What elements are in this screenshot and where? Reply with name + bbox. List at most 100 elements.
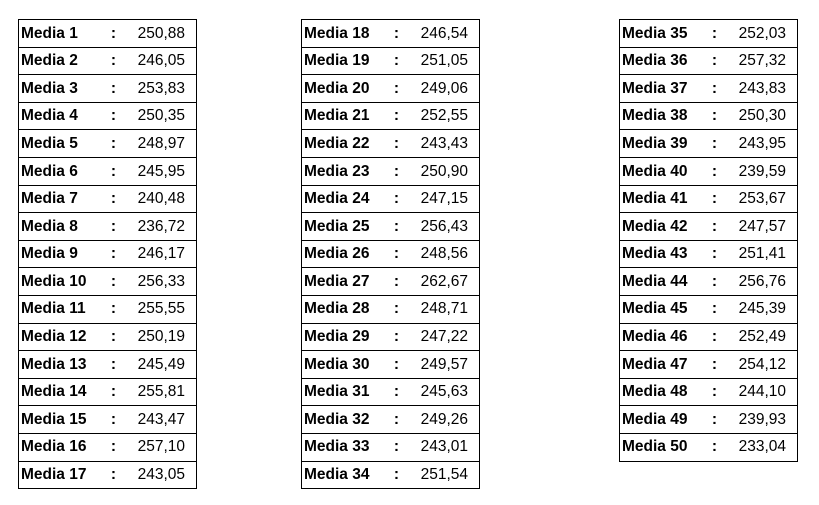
media-label: Media 4	[18, 101, 102, 131]
media-value: 245,39	[726, 294, 798, 324]
colon-separator: :	[384, 350, 409, 379]
colon-separator: :	[101, 405, 126, 434]
media-label: Media 47	[619, 350, 703, 379]
media-label: Media 33	[301, 432, 385, 462]
media-label: Media 9	[18, 239, 102, 269]
media-label: Media 39	[619, 129, 703, 158]
media-label: Media 17	[18, 460, 102, 490]
media-label: Media 27	[301, 267, 385, 296]
colon-separator: :	[384, 212, 409, 241]
media-value: 247,57	[726, 212, 798, 241]
media-label: Media 36	[619, 46, 703, 76]
media-value: 239,59	[726, 156, 798, 186]
colon-separator: :	[101, 460, 126, 490]
colon-separator: :	[702, 101, 727, 131]
media-value: 248,71	[408, 294, 480, 324]
colon-separator: :	[702, 322, 727, 352]
table-row: Media 49:239,93	[619, 405, 798, 434]
table-row: Media 15:243,47	[18, 405, 197, 434]
table-row: Media 18:246,54	[301, 19, 480, 48]
media-value: 257,32	[726, 46, 798, 76]
table-row: Media 16:257,10	[18, 432, 197, 462]
media-label: Media 43	[619, 239, 703, 269]
media-value: 262,67	[408, 267, 480, 296]
media-label: Media 38	[619, 101, 703, 131]
media-label: Media 50	[619, 432, 703, 462]
table-row: Media 1:250,88	[18, 19, 197, 48]
media-value: 245,49	[125, 350, 197, 379]
table-row: Media 14:255,81	[18, 377, 197, 407]
media-value: 250,30	[726, 101, 798, 131]
media-value: 240,48	[125, 184, 197, 214]
media-value: 243,43	[408, 129, 480, 158]
table-row: Media 44:256,76	[619, 267, 798, 296]
media-value: 256,76	[726, 267, 798, 296]
colon-separator: :	[384, 432, 409, 462]
media-label: Media 34	[301, 460, 385, 490]
colon-separator: :	[702, 350, 727, 379]
colon-separator: :	[101, 322, 126, 352]
colon-separator: :	[101, 101, 126, 131]
media-value: 253,67	[726, 184, 798, 214]
media-label: Media 23	[301, 156, 385, 186]
table-row: Media 41:253,67	[619, 184, 798, 214]
table-row: Media 30:249,57	[301, 350, 480, 379]
colon-separator: :	[384, 184, 409, 214]
media-label: Media 28	[301, 294, 385, 324]
media-value: 254,12	[726, 350, 798, 379]
media-value: 243,47	[125, 405, 197, 434]
media-label: Media 16	[18, 432, 102, 462]
media-label: Media 49	[619, 405, 703, 434]
table-row: Media 32:249,26	[301, 405, 480, 434]
media-label: Media 40	[619, 156, 703, 186]
table-row: Media 24:247,15	[301, 184, 480, 214]
media-value: 239,93	[726, 405, 798, 434]
media-value: 246,17	[125, 239, 197, 269]
media-value: 243,05	[125, 460, 197, 490]
colon-separator: :	[702, 74, 727, 103]
table-row: Media 34:251,54	[301, 460, 480, 490]
table-row: Media 8:236,72	[18, 212, 197, 241]
media-value: 249,06	[408, 74, 480, 103]
colon-separator: :	[101, 74, 126, 103]
colon-separator: :	[702, 377, 727, 407]
colon-separator: :	[384, 239, 409, 269]
table-row: Media 45:245,39	[619, 294, 798, 324]
media-label: Media 6	[18, 156, 102, 186]
media-label: Media 10	[18, 267, 102, 296]
media-value: 249,57	[408, 350, 480, 379]
colon-separator: :	[702, 156, 727, 186]
media-label: Media 19	[301, 46, 385, 76]
table-row: Media 28:248,71	[301, 294, 480, 324]
table-row: Media 43:251,41	[619, 239, 798, 269]
media-value: 250,35	[125, 101, 197, 131]
media-value: 257,10	[125, 432, 197, 462]
media-label: Media 45	[619, 294, 703, 324]
media-label: Media 14	[18, 377, 102, 407]
colon-separator: :	[384, 294, 409, 324]
colon-separator: :	[702, 239, 727, 269]
colon-separator: :	[384, 460, 409, 490]
table-row: Media 4:250,35	[18, 101, 197, 131]
media-label: Media 44	[619, 267, 703, 296]
table-row: Media 13:245,49	[18, 350, 197, 379]
media-label: Media 41	[619, 184, 703, 214]
media-label: Media 24	[301, 184, 385, 214]
table-row: Media 47:254,12	[619, 350, 798, 379]
table-row: Media 12:250,19	[18, 322, 197, 352]
media-label: Media 42	[619, 212, 703, 241]
colon-separator: :	[384, 101, 409, 131]
table-row: Media 31:245,63	[301, 377, 480, 407]
media-label: Media 11	[18, 294, 102, 324]
colon-separator: :	[101, 129, 126, 158]
media-label: Media 13	[18, 350, 102, 379]
media-label: Media 21	[301, 101, 385, 131]
media-label: Media 3	[18, 74, 102, 103]
colon-separator: :	[101, 267, 126, 296]
media-value: 243,01	[408, 432, 480, 462]
table-row: Media 23:250,90	[301, 156, 480, 186]
table-row: Media 36:257,32	[619, 46, 798, 76]
colon-separator: :	[384, 267, 409, 296]
colon-separator: :	[702, 46, 727, 76]
colon-separator: :	[702, 267, 727, 296]
